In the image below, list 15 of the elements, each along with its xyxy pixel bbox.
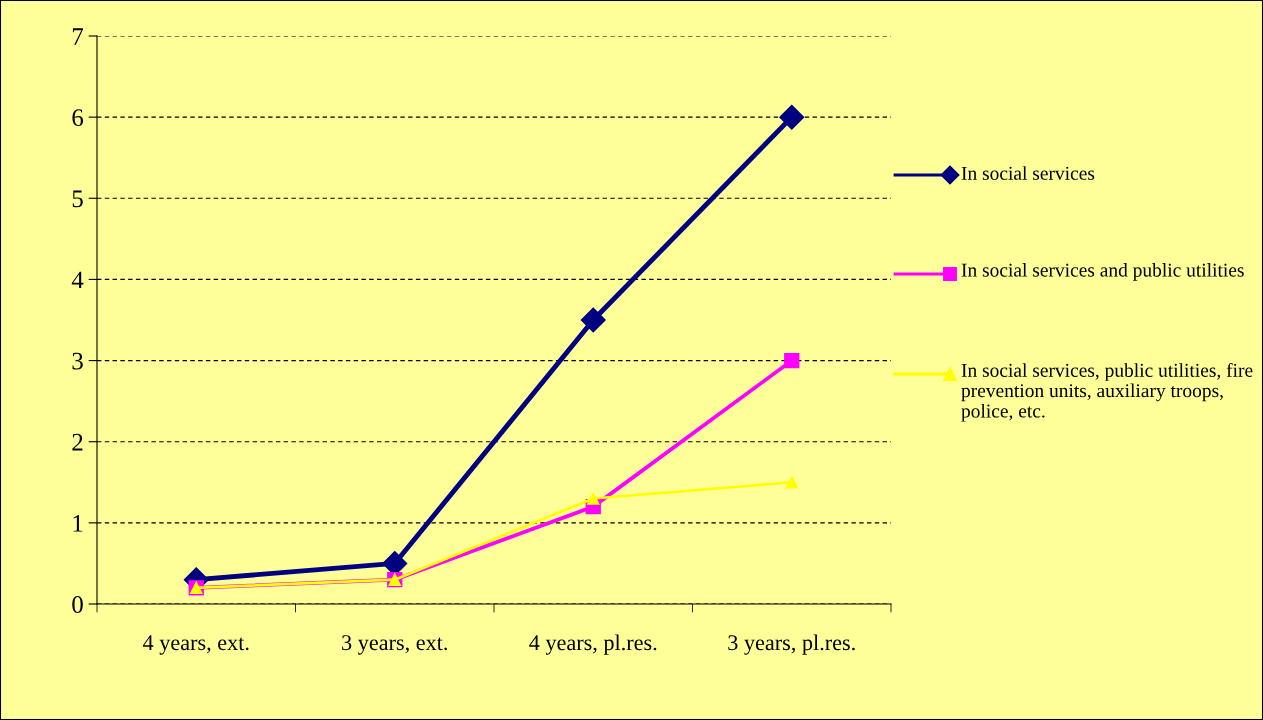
x-tick-label: 4 years, pl.res. [529, 634, 657, 655]
legend-label: In social services, public utilities, fire prevention units, auxiliary troops, police, etc. [961, 363, 1253, 422]
y-tick-label: 4 [71, 271, 84, 289]
y-tick-label: 1 [73, 515, 83, 532]
y-tick-label: 6 [72, 109, 84, 127]
x-tick-label: 3 years, pl.res. [728, 634, 855, 655]
y-tick-label: 2 [72, 433, 83, 451]
y-tick-label: 3 [72, 352, 83, 370]
legend-label: In social services and public utilities [961, 263, 1244, 281]
y-tick-label: 5 [72, 190, 83, 208]
y-tick-label: 7 [72, 28, 84, 45]
x-tick-label: 3 years, ext. [342, 635, 447, 655]
x-tick-label: 4 years, ext. [143, 635, 249, 655]
y-tick-label: 0 [72, 596, 83, 613]
legend-label: In social services [961, 166, 1095, 180]
